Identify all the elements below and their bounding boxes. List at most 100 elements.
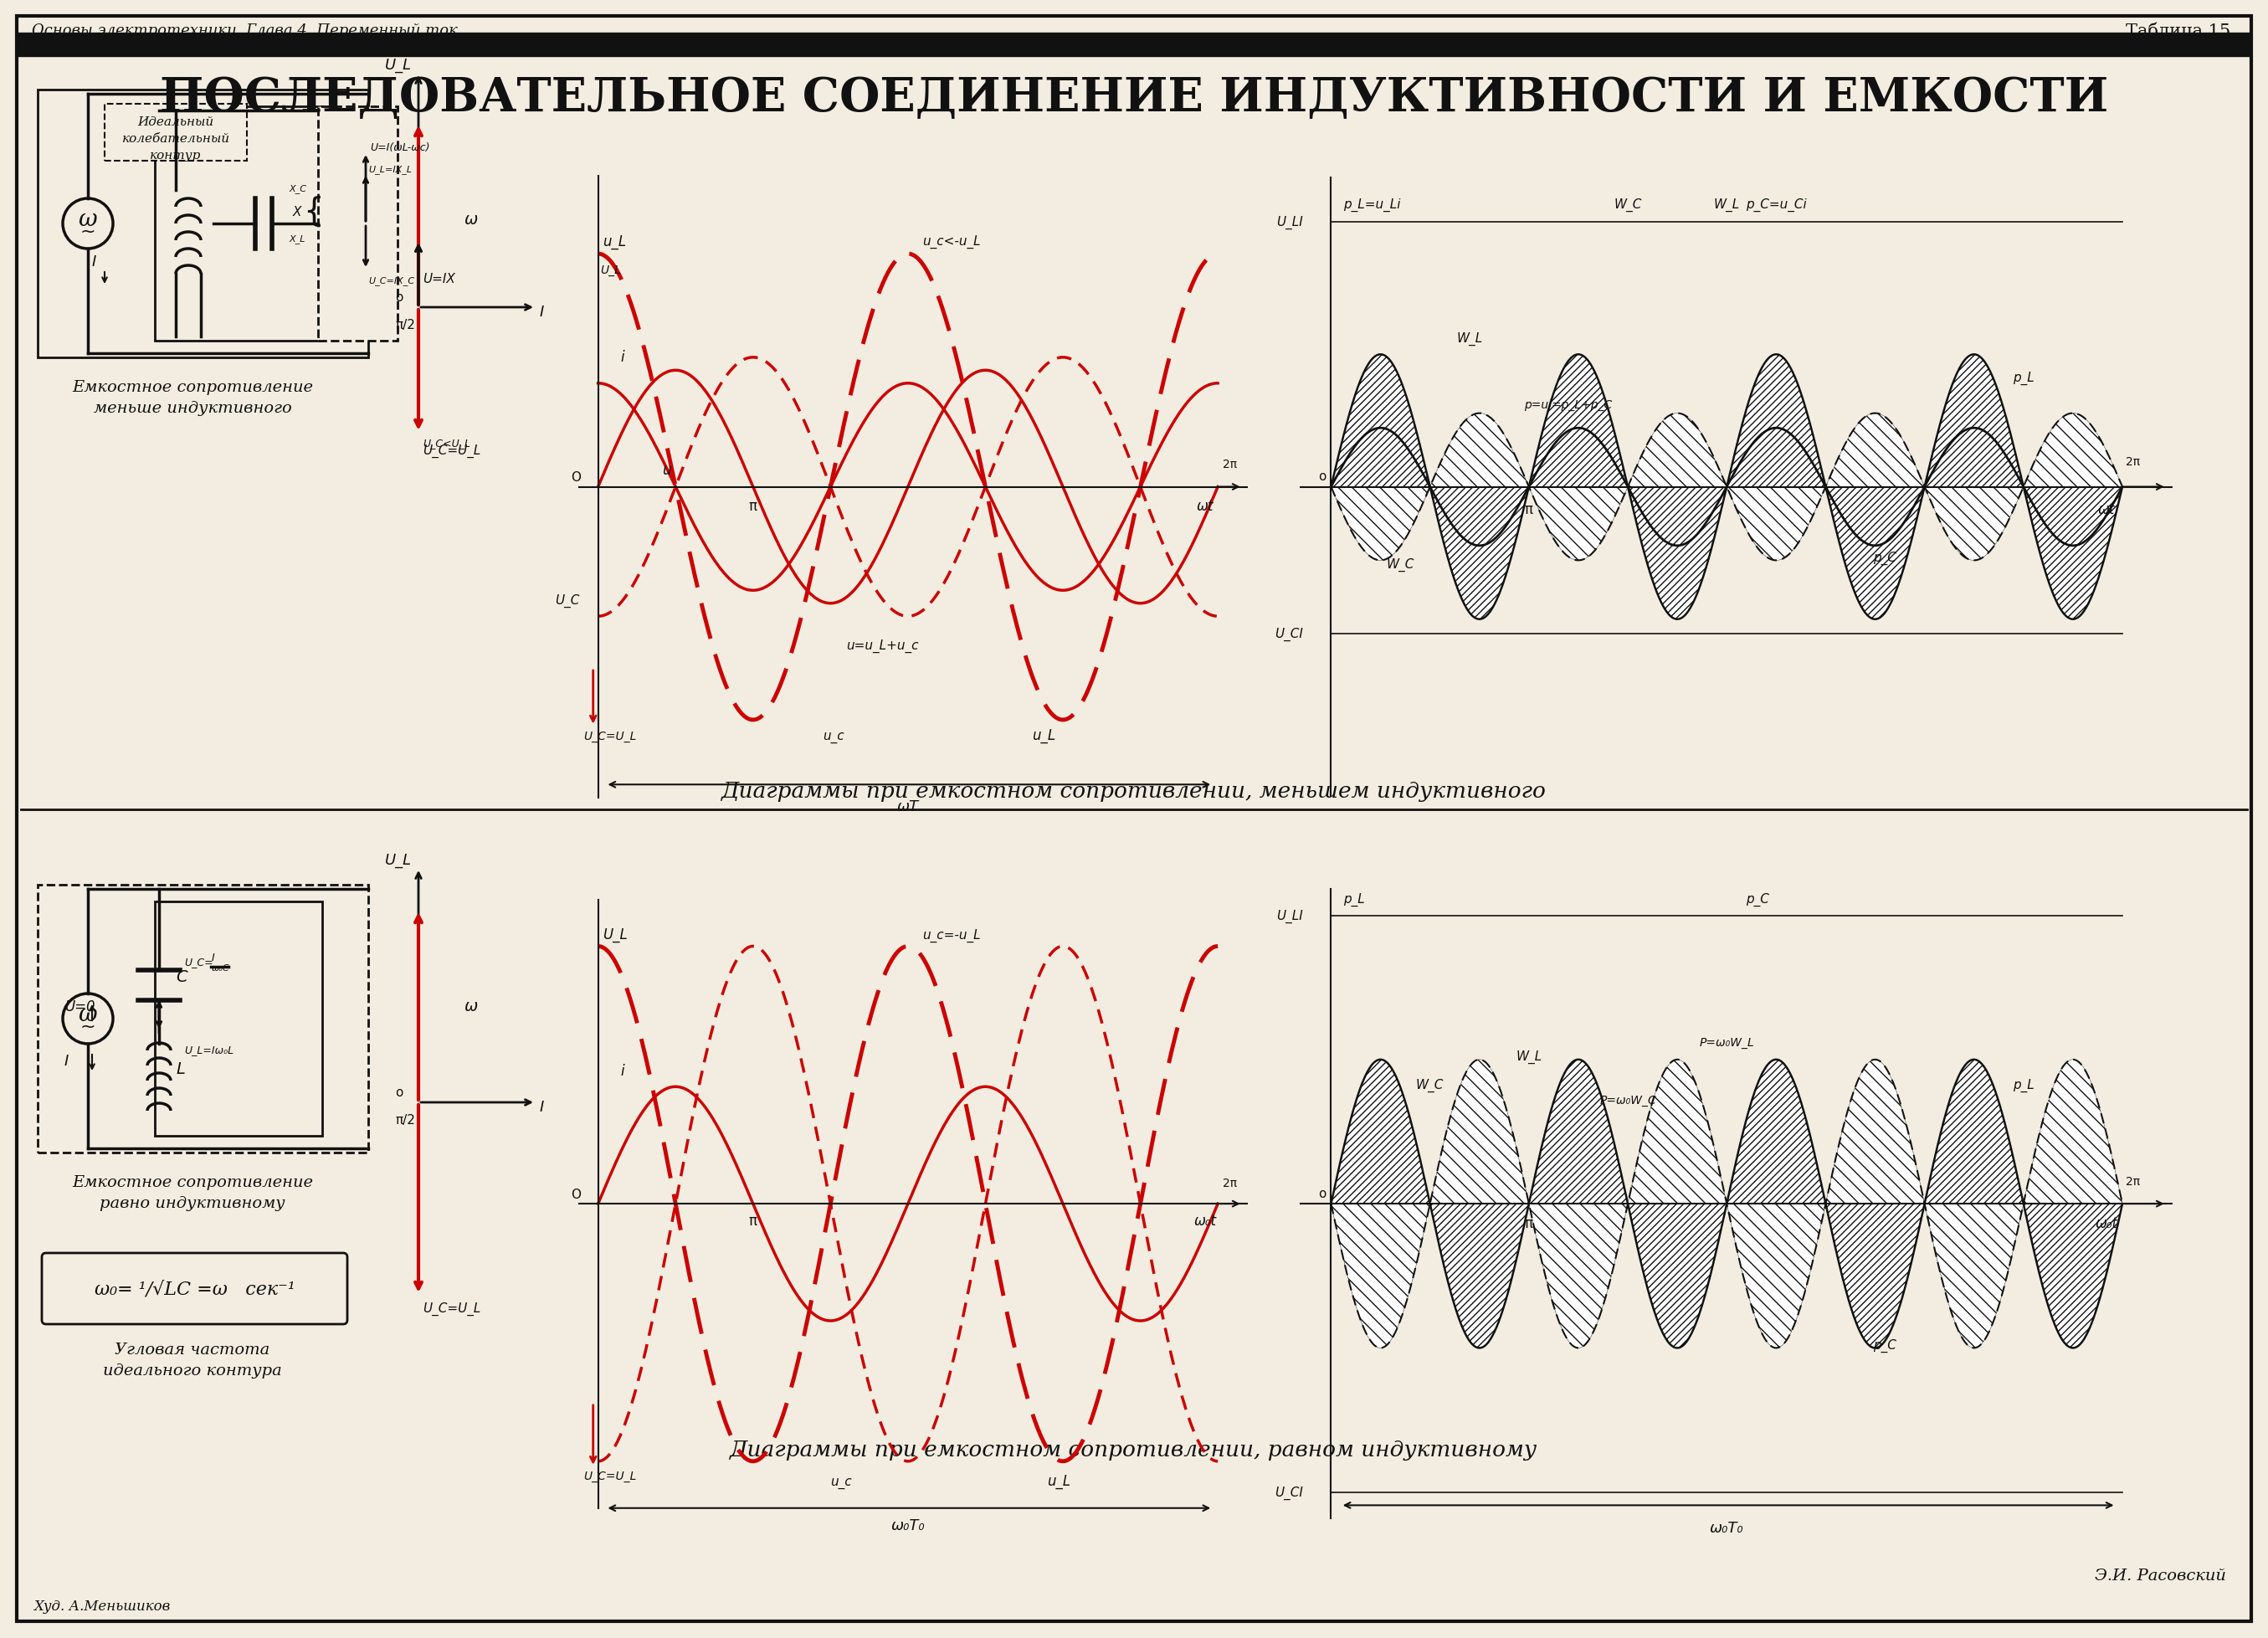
Text: идеального контура: идеального контура — [102, 1363, 281, 1378]
Text: p_L: p_L — [2012, 372, 2034, 385]
Text: o: o — [1318, 470, 1327, 483]
Text: U_L=Iω₀L: U_L=Iω₀L — [184, 1043, 234, 1055]
Text: I: I — [540, 1099, 544, 1114]
Text: X: X — [293, 206, 302, 218]
Text: Угловая частота: Угловая частота — [116, 1342, 270, 1356]
Text: U_CI: U_CI — [1275, 627, 1302, 640]
Text: U_C=IX_C: U_C=IX_C — [367, 277, 415, 285]
Text: π: π — [748, 1214, 758, 1228]
Text: U_C=U_L: U_C=U_L — [422, 1302, 481, 1315]
Text: W_C: W_C — [1615, 198, 1642, 211]
Text: U_C=U_L: U_C=U_L — [583, 731, 637, 742]
Text: ~: ~ — [79, 1019, 95, 1035]
Text: меньше индуктивного: меньше индуктивного — [93, 401, 293, 416]
Text: u_L: u_L — [1048, 1473, 1070, 1489]
Text: π: π — [1524, 1215, 1533, 1230]
Text: Худ. А.Меньшиков: Худ. А.Меньшиков — [34, 1599, 170, 1613]
Bar — [318, 106, 397, 341]
Text: U=IX: U=IX — [422, 272, 456, 285]
Text: ω₀t: ω₀t — [2096, 1215, 2118, 1230]
Text: 2π: 2π — [1222, 1178, 1236, 1189]
Text: L: L — [175, 1061, 186, 1076]
Text: Диаграммы при емкостном сопротивлении, равном индуктивному: Диаграммы при емкостном сопротивлении, р… — [730, 1440, 1538, 1459]
Text: X_C: X_C — [288, 183, 306, 193]
Text: O: O — [572, 1188, 581, 1201]
Text: 2π: 2π — [2125, 1174, 2139, 1188]
Text: I: I — [93, 254, 98, 269]
Text: u_c: u_c — [823, 731, 844, 744]
Text: ω₀C: ω₀C — [211, 963, 229, 971]
Text: i: i — [619, 351, 624, 365]
Text: X_L: X_L — [288, 234, 306, 244]
Text: o: o — [395, 1086, 404, 1099]
Text: U_L=IX_L: U_L=IX_L — [367, 165, 413, 174]
Text: W_L: W_L — [1715, 198, 1740, 211]
Text: U_C=U_L: U_C=U_L — [422, 444, 481, 457]
Bar — [154, 106, 322, 341]
Text: {: { — [304, 195, 324, 226]
Text: 2π: 2π — [1222, 459, 1236, 470]
Text: ω: ω — [465, 211, 479, 228]
Text: ПОСЛЕДОВАТЕЛЬНОЕ СОЕДИНЕНИЕ ИНДУКТИВНОСТИ И ЕМКОСТИ: ПОСЛЕДОВАТЕЛЬНОЕ СОЕДИНЕНИЕ ИНДУКТИВНОСТ… — [159, 75, 2109, 121]
Text: равно индуктивному: равно индуктивному — [100, 1196, 286, 1210]
Text: U_L: U_L — [601, 265, 621, 277]
Text: i: i — [619, 1063, 624, 1078]
Text: Емкостное сопротивление: Емкостное сопротивление — [73, 380, 313, 395]
Text: Э.И. Расовский: Э.И. Расовский — [2096, 1568, 2227, 1582]
Text: o: o — [395, 292, 404, 303]
Text: π/2: π/2 — [395, 1114, 415, 1125]
Text: колебательный: колебательный — [122, 133, 229, 144]
Text: u=u_L+u_c: u=u_L+u_c — [846, 639, 919, 652]
Text: ω₀= ¹/√LC =ω   сек⁻¹: ω₀= ¹/√LC =ω сек⁻¹ — [95, 1279, 295, 1297]
Text: p_L=u_Li: p_L=u_Li — [1343, 198, 1402, 211]
Text: p_C=u_Ci: p_C=u_Ci — [1746, 198, 1808, 211]
Text: W_C: W_C — [1386, 559, 1415, 572]
Bar — [154, 903, 322, 1137]
Bar — [39, 885, 367, 1153]
Text: u_L: u_L — [1032, 729, 1055, 744]
Text: ω: ω — [465, 998, 479, 1014]
Text: p_L: p_L — [1343, 893, 1365, 906]
Text: Таблица 15.: Таблица 15. — [2125, 23, 2236, 39]
Text: o: o — [1318, 1188, 1327, 1201]
Text: ωt: ωt — [2098, 503, 2116, 518]
Text: U_C: U_C — [556, 593, 578, 608]
Text: ω₀T₀: ω₀T₀ — [891, 1517, 925, 1533]
Bar — [39, 90, 367, 359]
Text: W_L: W_L — [1456, 331, 1483, 346]
Text: W_C: W_C — [1415, 1078, 1445, 1093]
Text: u_c<-u_L: u_c<-u_L — [923, 236, 982, 249]
Text: U_L: U_L — [386, 57, 413, 74]
Text: P=ω₀W_L: P=ω₀W_L — [1699, 1037, 1753, 1048]
Text: p_L: p_L — [2012, 1078, 2034, 1093]
Text: p_C: p_C — [1746, 893, 1769, 906]
Text: ωT: ωT — [898, 799, 919, 814]
Text: Диаграммы при емкостном сопротивлении, меньшем индуктивного: Диаграммы при емкостном сопротивлении, м… — [721, 781, 1547, 801]
Text: p_C: p_C — [1873, 1338, 1896, 1351]
Text: U=0: U=0 — [64, 999, 95, 1014]
Text: p_C: p_C — [1873, 550, 1896, 565]
Text: U_LI: U_LI — [1277, 909, 1302, 922]
Text: U_C=U_L: U_C=U_L — [583, 1469, 637, 1481]
Text: u_L: u_L — [603, 234, 626, 249]
Bar — [104, 105, 247, 162]
Text: W_L: W_L — [1515, 1050, 1542, 1063]
Text: u_c=-u_L: u_c=-u_L — [923, 929, 982, 942]
Text: ω: ω — [79, 208, 98, 231]
Text: π/2: π/2 — [395, 319, 415, 331]
Text: 2π: 2π — [2125, 455, 2139, 468]
Text: C: C — [175, 968, 188, 984]
FancyBboxPatch shape — [41, 1253, 347, 1324]
Text: контур: контур — [150, 149, 202, 162]
Text: P=ω₀W_C: P=ω₀W_C — [1599, 1094, 1656, 1106]
Text: ω₀t: ω₀t — [1195, 1214, 1216, 1228]
Text: u: u — [662, 464, 671, 478]
Text: π: π — [1524, 503, 1533, 518]
Text: Основы электротехники. Глава 4. Переменный ток.: Основы электротехники. Глава 4. Переменн… — [32, 23, 463, 38]
Text: U_LI: U_LI — [1277, 216, 1302, 229]
Text: Емкостное сопротивление: Емкостное сопротивление — [73, 1174, 313, 1189]
Text: U_L: U_L — [386, 853, 413, 868]
Text: u_c: u_c — [830, 1476, 853, 1489]
Text: U_L: U_L — [603, 927, 628, 942]
Text: I: I — [211, 952, 215, 963]
